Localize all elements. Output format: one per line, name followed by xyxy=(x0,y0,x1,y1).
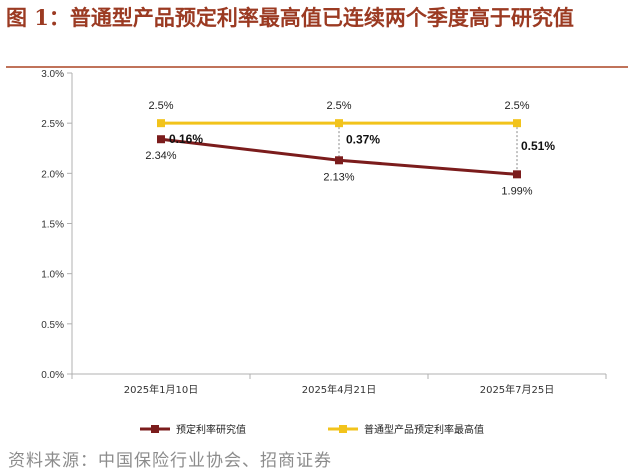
max-rate-label: 2.5% xyxy=(504,100,529,112)
difference-label: 0.16% xyxy=(169,132,203,146)
legend-item-max-rate-label: 普通型产品预定利率最高值 xyxy=(364,423,484,436)
max-rate-marker xyxy=(157,119,165,128)
y-axis: 0.0% 0.5% 1.0% 1.5% 2.0% 2.5% 3.0% xyxy=(41,69,73,381)
data-labels: 2.5% 2.5% 2.5% 2.34% 2.13% 1.99% 0.16% 0.37% 0.5… xyxy=(145,100,555,197)
research-value-marker xyxy=(335,156,343,165)
legend-item-max-rate-marker xyxy=(339,425,347,433)
x-tick-label: 2025年4月21日 xyxy=(302,383,377,396)
line-chart: 0.0%0.5%1.0%1.5%2.0%2.5%3.0% 2025年1月10日 2… xyxy=(41,69,607,436)
y-tick-label: 3.0% xyxy=(41,69,64,80)
y-tick-label: 0.5% xyxy=(41,320,64,331)
research-value-label: 2.13% xyxy=(323,171,354,183)
research-value-marker xyxy=(157,135,165,144)
y-tick-label: 1.0% xyxy=(41,270,64,281)
difference-guides xyxy=(338,123,518,175)
y-tick-label: 2.0% xyxy=(41,169,64,180)
y-tick-label: 0.0% xyxy=(41,370,64,381)
x-tick-label: 2025年1月10日 xyxy=(124,383,199,396)
y-tick-label: 1.5% xyxy=(41,220,64,231)
legend-item-research-marker xyxy=(151,425,159,433)
max-rate-marker xyxy=(513,119,521,128)
max-rate-label: 2.5% xyxy=(148,100,173,112)
difference-label: 0.37% xyxy=(346,133,380,147)
x-tick-label: 2025年7月25日 xyxy=(480,383,555,396)
figure-title: 图 1：普通型产品预定利率最高值已连续两个季度高于研究值 xyxy=(6,5,574,30)
difference-label: 0.51% xyxy=(521,139,555,153)
y-tick-label: 2.5% xyxy=(41,119,64,130)
max-rate-label: 2.5% xyxy=(326,100,351,112)
source-note: 资料来源：中国保险行业协会、招商证券 xyxy=(8,451,332,471)
research-value-label: 2.34% xyxy=(145,150,176,162)
legend: 预定利率研究值 普通型产品预定利率最高值 xyxy=(140,423,484,436)
x-axis: 2025年1月10日 2025年4月21日 2025年7月25日 xyxy=(71,373,607,396)
research-value-marker xyxy=(513,170,521,179)
series-layer xyxy=(157,119,521,179)
research-value-label: 1.99% xyxy=(501,185,532,197)
max-rate-marker xyxy=(335,119,343,128)
legend-item-research-label: 预定利率研究值 xyxy=(176,423,246,436)
title-rule xyxy=(6,66,628,68)
